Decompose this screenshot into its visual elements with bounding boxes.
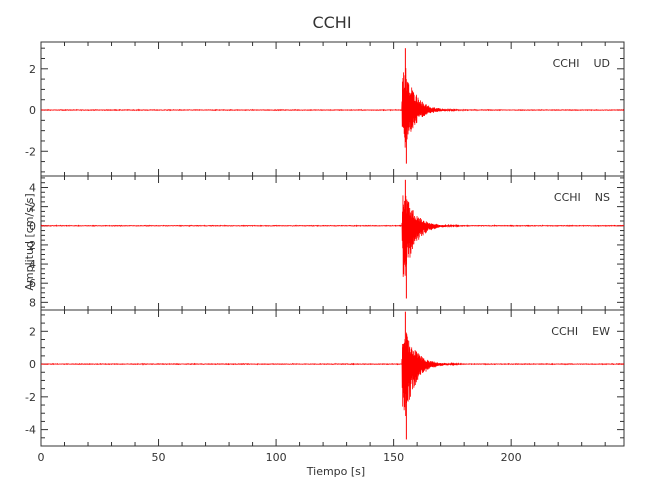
component-name: EW (592, 325, 610, 338)
channel-label: CCHI NS (554, 191, 610, 204)
y-tick-label: 0 (29, 220, 36, 233)
channel-label: CCHI EW (551, 325, 610, 338)
y-tick-label: -2 (25, 145, 36, 158)
y-tick-label: 2 (29, 63, 36, 76)
x-tick-label: 50 (152, 451, 166, 464)
channel-label: CCHI UD (553, 57, 610, 70)
y-tick-label: 2 (29, 239, 36, 252)
y-tick-label: 4 (29, 181, 36, 194)
y-tick-label: -2 (25, 391, 36, 404)
x-tick-label: 0 (38, 451, 45, 464)
panel-ud: -2 0 2 CCHI UD (25, 41, 625, 177)
waveform-ew (40, 332, 625, 416)
station-name: CCHI (554, 191, 581, 204)
y-tick-label: 2 (29, 201, 36, 214)
station-name: CCHI (553, 57, 580, 70)
y-tick-label: 8 (29, 296, 36, 309)
panels-group: -2 0 2 CCHI UD 8 6 4 2 0 2 4 CCHI NS -4 -2 0 2 CCHI EW 0 50 10… (25, 41, 625, 464)
component-name: NS (595, 191, 610, 204)
panel-frame (40, 41, 625, 177)
x-tick-label: 150 (383, 451, 404, 464)
y-tick-label: -4 (25, 424, 36, 437)
x-tick-label: 100 (266, 451, 287, 464)
x-axis-label: Tiempo [s] (306, 465, 365, 478)
y-tick-label: 0 (29, 104, 36, 117)
y-tick-label: 0 (29, 358, 36, 371)
panel-frame (40, 175, 625, 311)
y-tick-label: 4 (29, 258, 36, 271)
panel-frame (40, 309, 625, 447)
waveform-ns (40, 195, 625, 277)
chart-title: CCHI (312, 13, 351, 32)
station-name: CCHI (551, 325, 578, 338)
x-tick-label: 200 (501, 451, 522, 464)
waveform-ud (40, 68, 625, 148)
panel-ns: 8 6 4 2 0 2 4 CCHI NS (29, 175, 625, 311)
panel-ew: -4 -2 0 2 CCHI EW (25, 309, 625, 447)
y-tick-label: 6 (29, 277, 36, 290)
component-name: UD (593, 57, 610, 70)
y-tick-label: 2 (29, 325, 36, 338)
y-axis-label: Amplitud [cm/s/s] (23, 193, 36, 290)
